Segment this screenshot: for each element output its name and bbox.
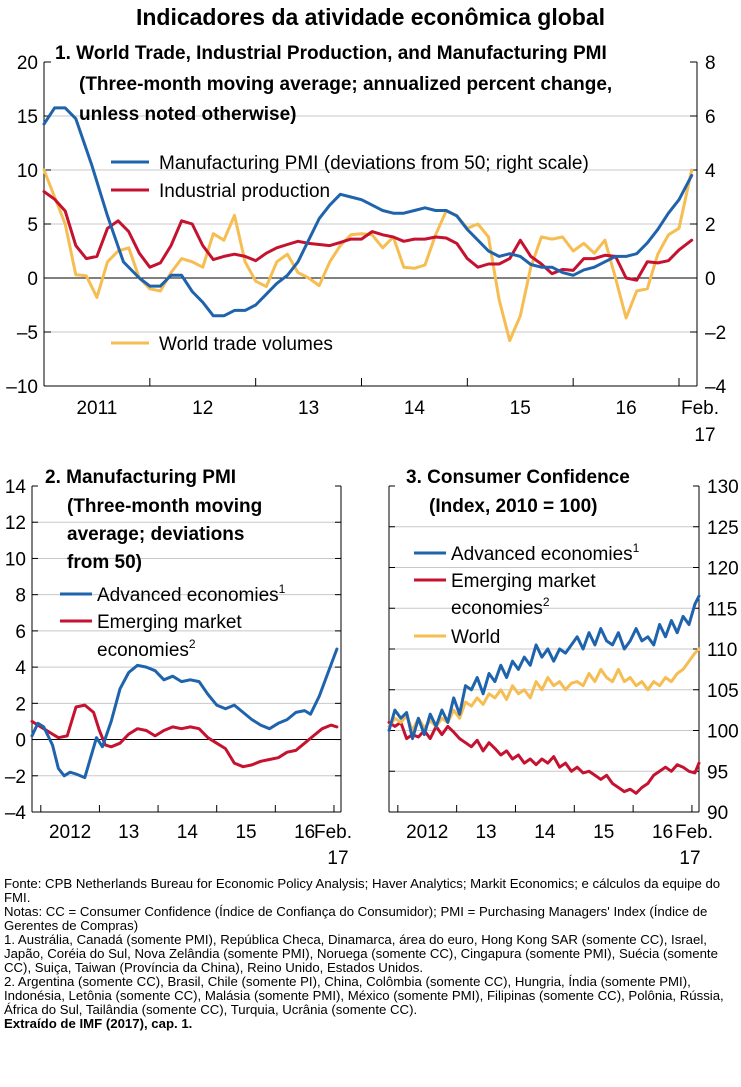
x-tick-label: 14 (534, 822, 556, 843)
source-credit: Extraído de IMF (2017), cap. 1. (4, 1016, 193, 1031)
panel-3-chart: 130 125 120 115 110 105 100 95 90 2012 13 14 15 16 Feb… (387, 467, 739, 869)
legend-label-pmi: Manufacturing PMI (deviations from 50; r… (159, 153, 589, 174)
x-tick-label: 16 (652, 822, 673, 843)
y-tick-label-right: 2 (705, 215, 716, 236)
legend-label-emerging: Emerging market (97, 612, 242, 633)
x-tick-label: 13 (118, 822, 139, 843)
x-tick-label: 14 (404, 398, 426, 419)
panel-3-title: 3. Consumer Confidence (406, 467, 630, 488)
y-tick-label: 14 (5, 477, 27, 498)
y-tick-label-right: –2 (705, 323, 726, 344)
panel-1-title: 1. World Trade, Industrial Production, a… (55, 43, 607, 64)
y-tick-label: 6 (15, 622, 26, 643)
y-tick-label: –4 (5, 803, 27, 824)
x-tick-label: 14 (177, 822, 199, 843)
y-tick-label-left: –10 (6, 377, 38, 398)
legend-label-ip: Industrial production (159, 181, 330, 202)
panel-2-subtitle: (Three-month moving (67, 496, 262, 517)
panel-1-subtitle: (Three-month moving average; annualized … (79, 74, 612, 95)
y-tick-label-left: 0 (27, 269, 38, 290)
y-tick-label-left: 10 (17, 161, 38, 182)
x-tick-label: Feb. (314, 822, 352, 843)
series-line-emerging-pmi (30, 703, 339, 769)
x-tick-label: 2012 (406, 822, 448, 843)
page-title: Indicadores da atividade econômica globa… (135, 4, 606, 30)
x-tick-label: 16 (616, 398, 637, 419)
x-tick-label: Feb. (681, 398, 719, 419)
y-tick-label: 105 (707, 681, 739, 702)
y-tick-label: 130 (707, 477, 739, 498)
series-line-advanced-cc (387, 594, 701, 741)
x-tick-label: 12 (192, 398, 213, 419)
x-tick-label: 17 (679, 848, 700, 869)
series-line-industrial-production (42, 190, 694, 282)
legend-label-advanced: Advanced economies1 (451, 541, 640, 565)
source-note: Fonte: CPB Netherlands Bureau for Econom… (4, 876, 721, 905)
x-tick-label: 15 (593, 822, 614, 843)
y-tick-label: 125 (707, 518, 739, 539)
x-tick-label: 13 (298, 398, 319, 419)
panel-3-subtitle: (Index, 2010 = 100) (429, 496, 597, 517)
legend-label-world: World (451, 627, 500, 648)
x-tick-label: 2011 (76, 398, 117, 419)
series-line-emerging-cc (387, 720, 701, 795)
x-tick-label: 2012 (49, 822, 91, 843)
y-tick-label-left: 5 (27, 215, 38, 236)
y-tick-label-right: 0 (705, 269, 716, 290)
y-tick-label: 100 (707, 722, 739, 743)
legend-label-emerging: Emerging market (451, 571, 596, 592)
panel-2-subtitle: average; deviations (67, 524, 244, 545)
footnote-2: 2. Argentina (somente CC), Brasil, Chile… (4, 974, 724, 1017)
y-tick-label-right: 8 (705, 53, 716, 74)
legend-label-emerging: economies2 (451, 595, 550, 619)
series-line-world-cc (387, 647, 701, 732)
y-tick-label-left: 20 (17, 53, 38, 74)
x-tick-label: Feb. (675, 822, 713, 843)
footnote-1: 1. Austrália, Canadá (somente PMI), Repú… (4, 932, 718, 975)
y-tick-label: 90 (707, 803, 728, 824)
y-tick-label: 120 (707, 559, 739, 580)
y-tick-label: 8 (15, 586, 26, 607)
series-line-manufacturing-pmi (42, 106, 694, 318)
y-tick-label-left: –5 (17, 323, 38, 344)
x-tick-label: 16 (294, 822, 315, 843)
y-tick-label-right: 4 (705, 161, 716, 182)
y-tick-label-right: –4 (705, 377, 727, 398)
y-tick-label: –2 (5, 767, 26, 788)
x-tick-label: 15 (510, 398, 531, 419)
y-tick-label: 0 (15, 731, 26, 752)
panel-1-subtitle: unless noted otherwise) (79, 104, 296, 125)
panel-2-subtitle: from 50) (67, 552, 142, 573)
y-tick-label: 115 (707, 599, 737, 620)
panel-2-title: 2. Manufacturing PMI (45, 467, 236, 488)
y-tick-label: 10 (5, 549, 26, 570)
legend-label-emerging: economies2 (97, 637, 196, 661)
x-tick-label: 15 (235, 822, 256, 843)
y-tick-label: 2 (15, 694, 26, 715)
y-tick-label-right: 6 (705, 107, 716, 128)
x-tick-label: 17 (327, 848, 348, 869)
x-tick-label: 13 (475, 822, 496, 843)
y-tick-label-left: 15 (17, 107, 38, 128)
legend-label-trade: World trade volumes (159, 334, 333, 355)
y-tick-label: 4 (15, 658, 26, 679)
y-tick-label: 12 (5, 513, 26, 534)
notes-block: Fonte: CPB Netherlands Bureau for Econom… (4, 877, 736, 1031)
legend-label-advanced: Advanced economies1 (97, 582, 286, 606)
abbrev-note: Notas: CC = Consumer Confidence (Índice … (4, 904, 708, 933)
x-tick-label: 17 (694, 425, 715, 446)
y-tick-label: 95 (707, 762, 728, 783)
y-tick-label: 110 (707, 640, 737, 661)
series-line-advanced-pmi (30, 647, 339, 780)
